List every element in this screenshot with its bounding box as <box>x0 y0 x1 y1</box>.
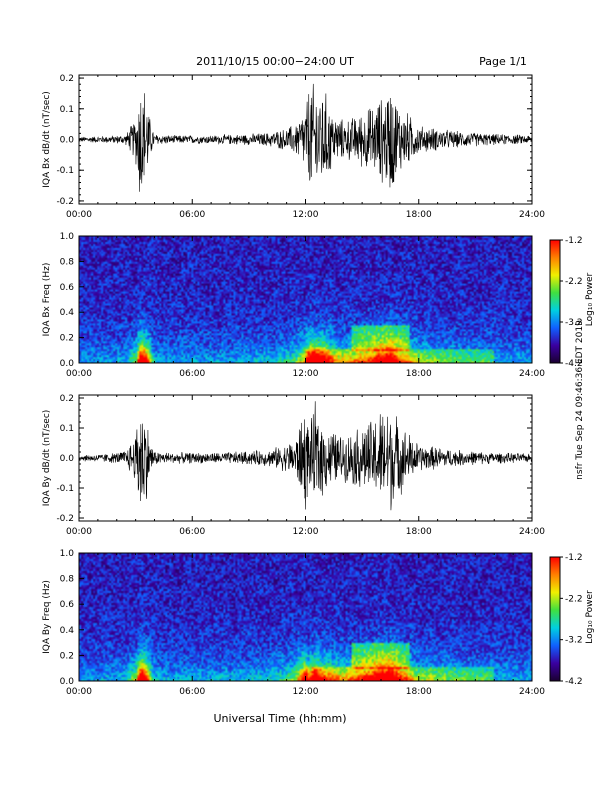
y-tick-label: 0.2 <box>60 651 74 661</box>
x-tick-label: 00:00 <box>66 527 92 537</box>
colorbar-label: Log₁₀ Power <box>585 273 595 327</box>
y-axis-label: IQA By dB/dt (nT/sec) <box>42 410 52 507</box>
colorbar-tick-label: -2.2 <box>565 594 583 604</box>
y-tick-label: 0.4 <box>60 626 75 636</box>
y-tick-label: 0.8 <box>60 575 75 585</box>
y-axis-label: IQA Bx Freq (Hz) <box>42 263 52 337</box>
x-tick-label: 24:00 <box>519 210 545 220</box>
y-tick-label: -0.1 <box>56 484 74 494</box>
x-tick-label: 18:00 <box>406 687 432 697</box>
x-tick-label: 18:00 <box>406 369 432 379</box>
y-tick-label: 0.1 <box>60 105 74 115</box>
colorbar-tick-label: -1.2 <box>565 553 583 563</box>
x-tick-label: 12:00 <box>293 210 319 220</box>
spectrogram-image <box>79 553 532 681</box>
y-tick-label: 0.0 <box>60 136 75 146</box>
x-tick-label: 06:00 <box>179 369 205 379</box>
colorbar-tick-label: -4.2 <box>565 677 583 687</box>
colorbar-tick-label: -1.2 <box>565 236 583 246</box>
y-tick-label: 0.4 <box>60 308 75 318</box>
colorbar-tick-label: -2.2 <box>565 277 583 287</box>
colorbar-tick-label: -4.2 <box>565 359 583 369</box>
y-axis-label: IQA By Freq (Hz) <box>42 580 52 654</box>
x-tick-label: 24:00 <box>519 527 545 537</box>
x-tick-label: 06:00 <box>179 527 205 537</box>
x-tick-label: 12:00 <box>293 369 319 379</box>
colorbar-tick-label: -3.2 <box>565 636 583 646</box>
x-tick-label: 06:00 <box>179 687 205 697</box>
colorbar <box>549 556 561 682</box>
x-tick-label: 00:00 <box>66 687 92 697</box>
x-tick-label: 12:00 <box>293 687 319 697</box>
x-tick-label: 00:00 <box>66 369 92 379</box>
y-tick-label: 0.8 <box>60 257 75 267</box>
y-tick-label: 0.0 <box>60 359 75 369</box>
colorbar-tick-label: -3.2 <box>565 318 583 328</box>
y-tick-label: 0.0 <box>60 677 75 687</box>
y-tick-label: 0.6 <box>60 600 75 610</box>
y-tick-label: 0.2 <box>60 74 74 84</box>
side-note: nsfr Tue Sep 24 09:46:36 EDT 2019 <box>575 320 585 480</box>
y-tick-label: 0.0 <box>60 454 75 464</box>
y-tick-label: 1.0 <box>60 232 75 242</box>
x-tick-label: 18:00 <box>406 527 432 537</box>
x-tick-label: 00:00 <box>66 210 92 220</box>
y-tick-label: 0.6 <box>60 283 75 293</box>
colorbar <box>549 239 561 364</box>
x-tick-label: 12:00 <box>293 527 319 537</box>
page-title: 2011/10/15 00:00−24:00 UT <box>196 55 354 68</box>
y-tick-label: 0.1 <box>60 424 74 434</box>
spectrogram-image <box>79 236 532 363</box>
x-tick-label: 24:00 <box>519 369 545 379</box>
x-tick-label: 06:00 <box>179 210 205 220</box>
y-tick-label: -0.1 <box>56 166 74 176</box>
x-axis-title: Universal Time (hh:mm) <box>214 712 347 725</box>
y-tick-label: -0.2 <box>56 197 74 207</box>
colorbar-label: Log₁₀ Power <box>585 590 595 644</box>
x-tick-label: 24:00 <box>519 687 545 697</box>
page-number: Page 1/1 <box>479 55 527 68</box>
y-tick-label: -0.2 <box>56 514 74 524</box>
waveform-trace <box>78 401 533 511</box>
y-axis-label: IQA Bx dB/dt (nT/sec) <box>42 91 52 188</box>
x-tick-label: 18:00 <box>406 210 432 220</box>
y-tick-label: 1.0 <box>60 549 75 559</box>
y-tick-label: 0.2 <box>60 334 74 344</box>
waveform-trace <box>78 83 533 192</box>
y-tick-label: 0.2 <box>60 394 74 404</box>
